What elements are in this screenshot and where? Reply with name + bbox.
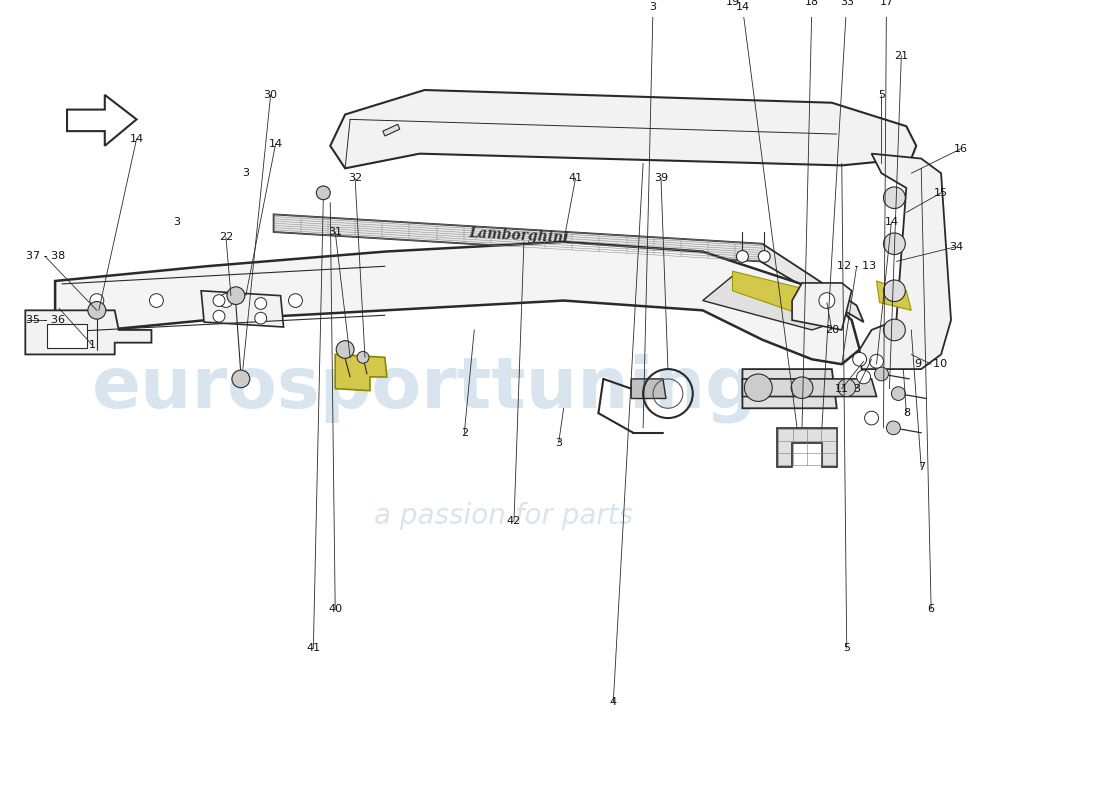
Circle shape — [883, 280, 905, 302]
Circle shape — [883, 319, 905, 341]
Circle shape — [857, 370, 870, 384]
Circle shape — [745, 374, 772, 402]
Text: 6: 6 — [927, 604, 935, 614]
Text: 19: 19 — [725, 0, 739, 7]
Text: eurosporttuning: eurosporttuning — [91, 354, 758, 423]
Circle shape — [870, 354, 883, 368]
Text: 8: 8 — [903, 408, 910, 418]
Text: 30: 30 — [264, 90, 277, 100]
Text: a passion for parts: a passion for parts — [374, 502, 634, 530]
Polygon shape — [859, 154, 952, 369]
Text: 41: 41 — [569, 173, 583, 183]
Circle shape — [838, 379, 856, 397]
Polygon shape — [25, 310, 152, 354]
Text: 22: 22 — [219, 232, 233, 242]
Circle shape — [255, 298, 266, 310]
Circle shape — [891, 386, 905, 401]
Polygon shape — [330, 90, 916, 168]
Circle shape — [758, 250, 770, 262]
Text: 14: 14 — [130, 134, 144, 144]
Text: 37 - 38: 37 - 38 — [25, 251, 65, 262]
Text: 14: 14 — [268, 139, 283, 149]
Text: 35 - 36: 35 - 36 — [25, 315, 65, 325]
Polygon shape — [733, 271, 832, 318]
Text: 3: 3 — [242, 168, 250, 178]
Polygon shape — [778, 428, 837, 467]
Text: 5: 5 — [844, 643, 850, 654]
Circle shape — [791, 377, 813, 398]
Circle shape — [317, 186, 330, 200]
Text: 42: 42 — [507, 516, 521, 526]
Circle shape — [874, 367, 889, 381]
Polygon shape — [67, 95, 136, 146]
Text: 7: 7 — [917, 462, 925, 472]
Polygon shape — [631, 379, 666, 398]
Polygon shape — [742, 369, 837, 408]
Circle shape — [337, 341, 354, 358]
Circle shape — [255, 312, 266, 324]
Text: Lamborghini: Lamborghini — [469, 226, 570, 246]
Text: 14: 14 — [884, 218, 899, 227]
Text: 3: 3 — [173, 218, 179, 227]
Circle shape — [213, 294, 226, 306]
Circle shape — [358, 351, 368, 363]
Circle shape — [227, 287, 245, 305]
Text: 16: 16 — [954, 144, 968, 154]
Text: 11: 11 — [835, 384, 849, 394]
Text: 2: 2 — [461, 428, 468, 438]
Text: 21: 21 — [894, 50, 909, 61]
Polygon shape — [336, 354, 387, 390]
Polygon shape — [55, 242, 859, 364]
Circle shape — [288, 294, 302, 307]
Circle shape — [865, 411, 879, 425]
Circle shape — [213, 310, 226, 322]
Text: 20: 20 — [825, 325, 839, 335]
Text: 14: 14 — [736, 2, 749, 12]
Text: 40: 40 — [328, 604, 342, 614]
Circle shape — [883, 187, 905, 209]
Text: 4: 4 — [609, 697, 617, 707]
Bar — [47, 324, 87, 347]
Text: 32: 32 — [348, 173, 362, 183]
Circle shape — [232, 370, 250, 388]
Circle shape — [883, 233, 905, 254]
Text: 31: 31 — [328, 227, 342, 237]
Circle shape — [90, 294, 103, 307]
Text: 39: 39 — [653, 173, 668, 183]
Text: 3: 3 — [649, 2, 657, 12]
Polygon shape — [877, 281, 911, 310]
Text: 1: 1 — [88, 340, 96, 350]
Text: 3: 3 — [556, 438, 562, 447]
Polygon shape — [792, 283, 851, 330]
Circle shape — [852, 353, 867, 366]
Polygon shape — [201, 290, 284, 327]
Polygon shape — [274, 214, 864, 322]
Text: 15: 15 — [934, 188, 948, 198]
Text: 9 - 10: 9 - 10 — [915, 359, 947, 370]
Text: 17: 17 — [879, 0, 893, 7]
Circle shape — [150, 294, 164, 307]
Text: 41: 41 — [306, 643, 320, 654]
Circle shape — [219, 294, 233, 307]
Text: 3: 3 — [854, 384, 860, 394]
Polygon shape — [703, 276, 842, 330]
Text: 18: 18 — [805, 0, 820, 7]
Circle shape — [88, 302, 106, 319]
Polygon shape — [383, 124, 399, 136]
Circle shape — [818, 293, 835, 308]
Text: 5: 5 — [878, 90, 886, 100]
Text: 33: 33 — [839, 0, 854, 7]
Circle shape — [737, 250, 748, 262]
Text: 34: 34 — [949, 242, 962, 252]
Circle shape — [887, 421, 901, 434]
Polygon shape — [742, 379, 877, 397]
Text: 12 - 13: 12 - 13 — [837, 262, 877, 271]
